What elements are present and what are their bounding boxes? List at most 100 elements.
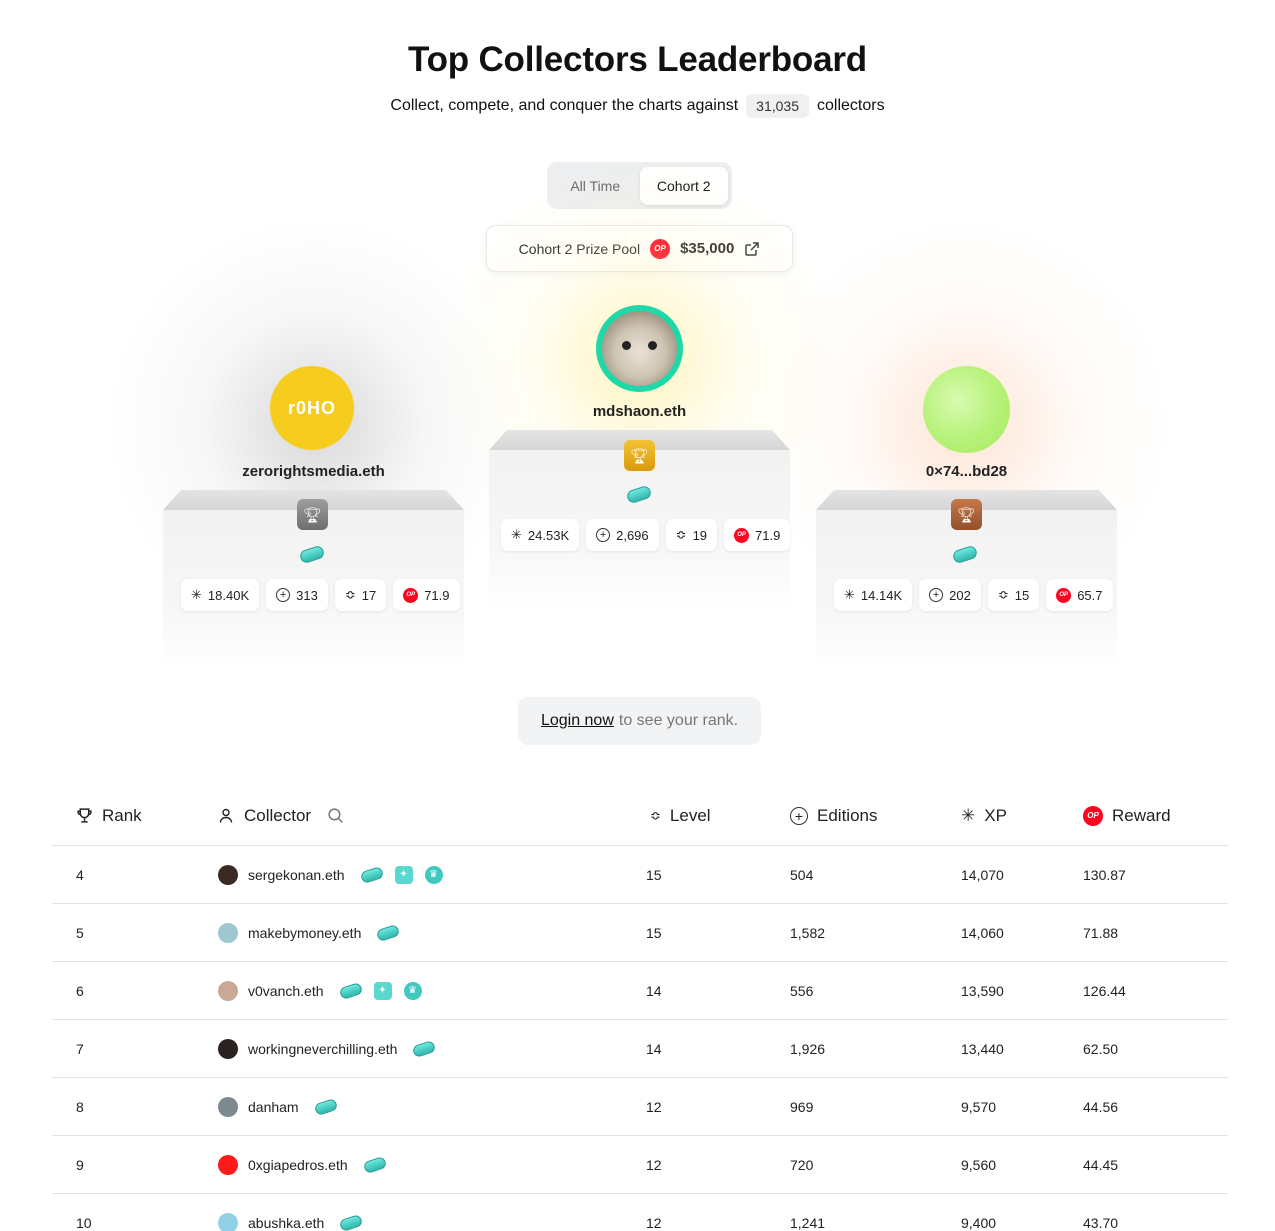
- level-cell: 15: [646, 924, 662, 941]
- crown-badge-icon[interactable]: ♛: [424, 865, 443, 884]
- reward-value: 71.9: [755, 527, 781, 543]
- avatar[interactable]: [218, 1096, 238, 1117]
- level-cell: 12: [646, 1098, 662, 1115]
- prize-pool-amount: $35,000: [680, 240, 735, 257]
- collector-count-badge: 31,035: [746, 94, 809, 118]
- editions-column-header[interactable]: + Editions: [790, 806, 961, 826]
- rank-header-label: Rank: [102, 805, 142, 825]
- table-row[interactable]: 9 0xgiapedros.eth 12 720 9,560 44.45: [52, 1136, 1228, 1194]
- table-row[interactable]: 5 makebymoney.eth 15 1,582 14,060 71.88: [52, 904, 1228, 962]
- collector-cell[interactable]: sergekonan.eth ✦ ♛: [218, 864, 646, 885]
- table-body: 4 sergekonan.eth ✦ ♛ 15 504 14,070 130.87 5 makeb…: [52, 846, 1228, 1231]
- sparkle-icon: ✳: [961, 805, 976, 825]
- avatar[interactable]: [218, 1212, 238, 1231]
- tab-cohort-2[interactable]: Cohort 2: [639, 166, 728, 205]
- collector-name[interactable]: workingneverchilling.eth: [248, 1040, 398, 1057]
- table-row[interactable]: 4 sergekonan.eth ✦ ♛ 15 504 14,070 130.87: [52, 846, 1228, 904]
- collector-badge-icon[interactable]: [412, 1039, 437, 1058]
- collector-name[interactable]: v0vanch.eth: [248, 982, 324, 999]
- layers-icon: ≎: [344, 587, 356, 602]
- first-place-name[interactable]: mdshaon.eth: [592, 403, 687, 420]
- page-title: Top Collectors Leaderboard: [408, 40, 867, 79]
- xp-cell: 9,560: [961, 1156, 997, 1173]
- table-row[interactable]: 8 danham 12 969 9,570 44.56: [52, 1078, 1228, 1136]
- rank-cell: 10: [76, 1214, 92, 1231]
- avatar[interactable]: [218, 1154, 238, 1175]
- collector-name[interactable]: makebymoney.eth: [248, 924, 362, 941]
- collector-name[interactable]: 0xgiapedros.eth: [248, 1156, 348, 1173]
- trophy-icon: [77, 808, 92, 823]
- crown-badge-icon[interactable]: ♛: [403, 981, 422, 1000]
- rank-cell: 7: [76, 1040, 84, 1057]
- table-row[interactable]: 10 abushka.eth 12 1,241 9,400 43.70: [52, 1194, 1228, 1231]
- collector-name[interactable]: danham: [248, 1098, 299, 1115]
- collector-badges: [412, 1039, 437, 1058]
- tab-all-time[interactable]: All Time: [570, 177, 621, 194]
- collector-column-header[interactable]: Collector: [218, 806, 646, 826]
- editions-cell: 504: [790, 866, 814, 883]
- xp-cell: 13,440: [961, 1040, 1004, 1057]
- reward-column-header[interactable]: OP Reward: [1083, 805, 1228, 826]
- rank-cell: 5: [76, 924, 84, 941]
- plus-circle-icon: +: [276, 588, 291, 602]
- level-cell: 14: [646, 1040, 662, 1057]
- editions-header-label: Editions: [817, 805, 878, 825]
- avatar[interactable]: [218, 864, 238, 885]
- xp-chip: ✳ 18.40K: [181, 579, 260, 611]
- collector-cell[interactable]: 0xgiapedros.eth: [218, 1154, 646, 1175]
- collector-badge-icon[interactable]: [313, 1097, 338, 1116]
- shield-badge-icon[interactable]: ✦: [394, 865, 413, 884]
- login-link[interactable]: Login now: [540, 712, 614, 729]
- avatar[interactable]: [218, 1038, 238, 1059]
- collector-cell[interactable]: v0vanch.eth ✦ ♛: [218, 980, 646, 1001]
- search-icon[interactable]: [327, 807, 344, 824]
- prize-pool-card[interactable]: Cohort 2 Prize Pool OP $35,000: [486, 225, 793, 272]
- xp-cell: 9,400: [961, 1214, 997, 1231]
- reward-header-label: Reward: [1112, 805, 1171, 825]
- collector-badge-icon[interactable]: [359, 865, 384, 884]
- collector-badges: [376, 923, 401, 942]
- user-icon: [219, 808, 233, 823]
- level-chip: ≎ 19: [665, 519, 718, 551]
- table-row[interactable]: 7 workingneverchilling.eth 14 1,926 13,440 62…: [52, 1020, 1228, 1078]
- collector-name[interactable]: abushka.eth: [248, 1214, 325, 1231]
- editions-value: 2,696: [616, 527, 649, 543]
- external-link-icon[interactable]: [744, 241, 760, 257]
- third-place-avatar[interactable]: [923, 366, 1010, 453]
- editions-cell: 720: [790, 1156, 814, 1173]
- collector-cell[interactable]: abushka.eth: [218, 1212, 646, 1231]
- avatar[interactable]: [218, 922, 238, 943]
- rank-cell: 6: [76, 982, 84, 999]
- plus-circle-icon: +: [596, 528, 611, 542]
- collector-badge-icon[interactable]: [338, 1213, 364, 1231]
- collector-cell[interactable]: workingneverchilling.eth: [218, 1038, 646, 1059]
- avatar[interactable]: [218, 980, 238, 1001]
- reward-cell: 126.44: [1083, 982, 1126, 999]
- xp-value: 24.53K: [527, 527, 570, 543]
- collector-cell[interactable]: makebymoney.eth: [218, 922, 646, 943]
- collector-badge-icon[interactable]: [376, 923, 401, 942]
- rank-cell: 8: [76, 1098, 84, 1115]
- collector-badge-icon[interactable]: [362, 1155, 387, 1174]
- collector-name[interactable]: sergekonan.eth: [248, 866, 345, 883]
- editions-value: 313: [296, 587, 318, 603]
- shield-badge-icon[interactable]: ✦: [373, 981, 392, 1000]
- xp-column-header[interactable]: ✳ XP: [961, 806, 1083, 826]
- third-place-name[interactable]: 0×74...bd28: [925, 463, 1008, 480]
- table-row[interactable]: 6 v0vanch.eth ✦ ♛ 14 556 13,590 126.44: [52, 962, 1228, 1020]
- plus-circle-icon: +: [929, 588, 944, 602]
- sparkle-icon: ✳: [511, 527, 522, 542]
- rank-column-header[interactable]: Rank: [52, 806, 218, 826]
- level-column-header[interactable]: ≎ Level: [646, 806, 790, 826]
- period-tabs: All Time Cohort 2: [547, 162, 732, 209]
- collector-cell[interactable]: danham: [218, 1096, 646, 1117]
- first-place-avatar[interactable]: [596, 305, 683, 392]
- reward-cell: 44.45: [1083, 1156, 1119, 1173]
- op-token-icon: OP: [403, 587, 419, 603]
- subtitle-text: Collect, compete, and conquer the charts…: [390, 97, 739, 114]
- collector-badge-icon[interactable]: [338, 981, 363, 1000]
- second-place-name[interactable]: zerorightsmedia.eth: [242, 463, 385, 480]
- second-place-stats: ✳ 18.40K +313 ≎ 17 OP 71.9: [181, 579, 460, 611]
- reward-chip: OP 65.7: [1046, 579, 1113, 611]
- second-place-avatar[interactable]: r0HO: [270, 366, 354, 450]
